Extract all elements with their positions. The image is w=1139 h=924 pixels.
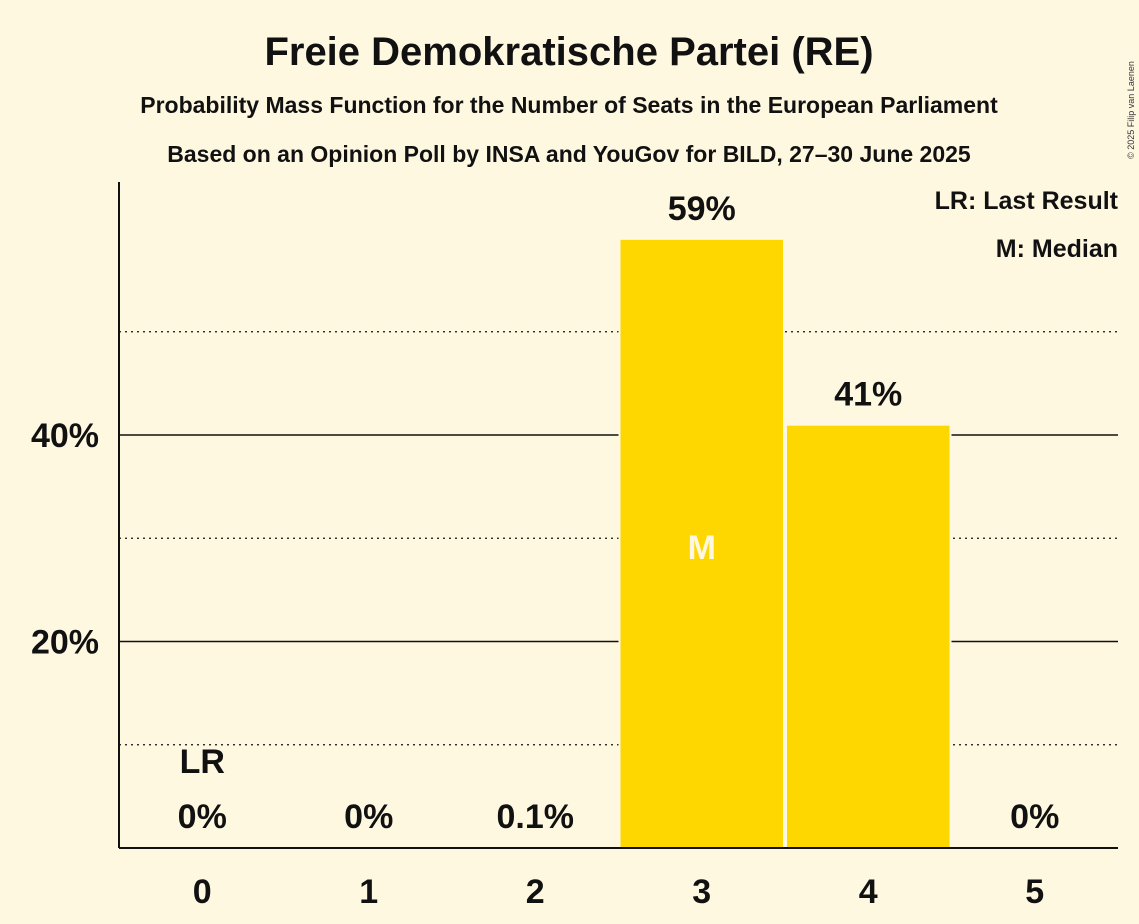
- chart-subtitle-2: Based on an Opinion Poll by INSA and You…: [167, 141, 971, 167]
- x-tick-label-0: 0: [193, 873, 212, 911]
- chart-title: Freie Demokratische Partei (RE): [264, 30, 873, 74]
- x-tick-label-2: 2: [526, 873, 545, 911]
- value-label-5: 0%: [1010, 798, 1059, 836]
- value-label-0: 0%: [178, 798, 227, 836]
- bar-3: [618, 237, 785, 849]
- y-tick-label-1: 40%: [31, 417, 99, 455]
- y-tick-label-0: 20%: [31, 624, 99, 662]
- chart-subtitle: Probability Mass Function for the Number…: [140, 92, 998, 118]
- bar-4: [785, 423, 952, 849]
- x-tick-label-4: 4: [859, 873, 878, 911]
- legend-last-result: LR: Last Result: [935, 187, 1119, 215]
- value-label-1: 0%: [344, 798, 393, 836]
- x-tick-label-1: 1: [359, 873, 378, 911]
- value-label-4: 41%: [834, 376, 902, 414]
- legend-median: M: Median: [996, 235, 1118, 263]
- median-marker: M: [688, 529, 716, 567]
- x-tick-label-5: 5: [1025, 873, 1044, 911]
- copyright: © 2025 Filip van Laenen: [1126, 61, 1136, 159]
- value-label-3: 59%: [668, 190, 736, 228]
- x-tick-label-3: 3: [692, 873, 711, 911]
- last-result-marker: LR: [180, 743, 225, 781]
- value-label-2: 0.1%: [497, 798, 575, 836]
